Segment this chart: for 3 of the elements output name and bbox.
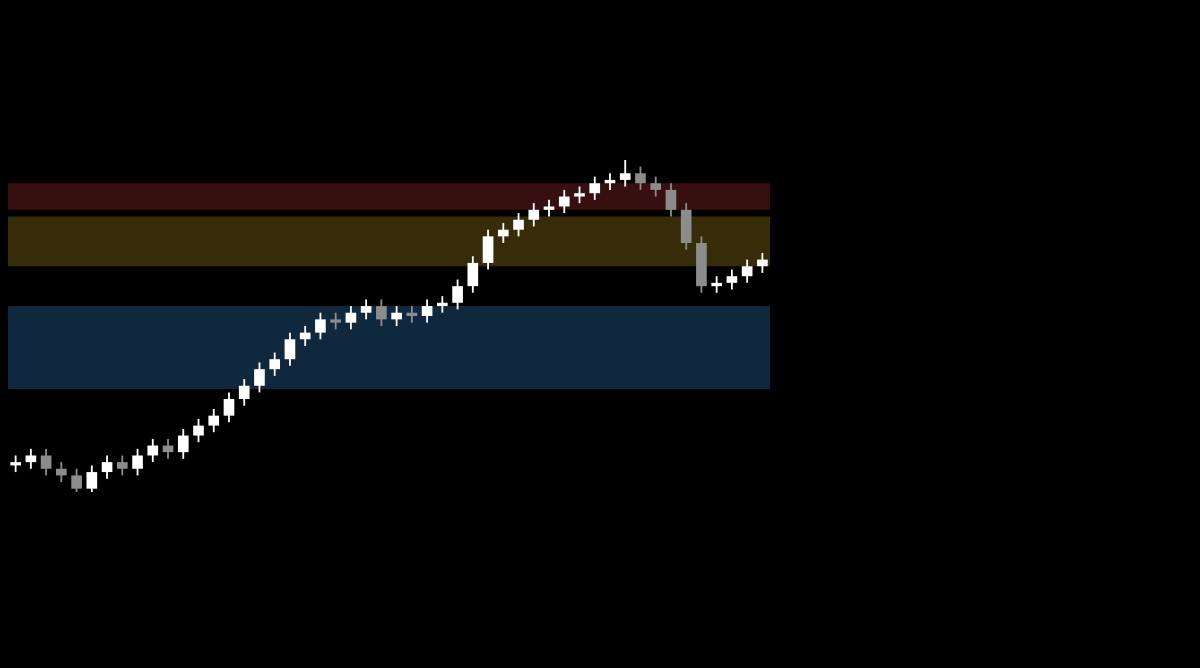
candlestick	[437, 296, 448, 313]
candlestick	[10, 455, 21, 473]
candlestick	[711, 276, 722, 293]
